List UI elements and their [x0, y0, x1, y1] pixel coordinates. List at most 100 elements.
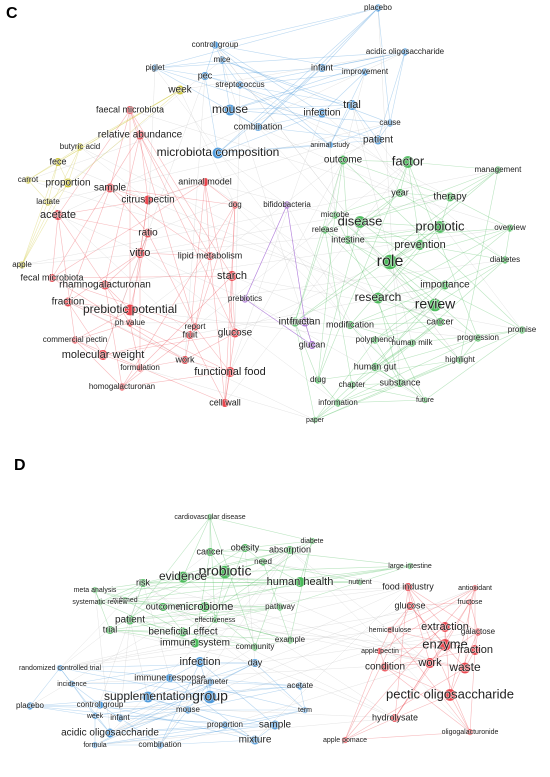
node: [370, 362, 380, 372]
edge: [244, 204, 288, 300]
node: [386, 626, 394, 634]
node-label: antioxidant: [458, 585, 492, 592]
node-label: sample: [94, 183, 127, 194]
node: [124, 304, 136, 316]
node: [211, 616, 219, 624]
edge: [142, 582, 306, 711]
edge: [21, 182, 69, 266]
edge: [94, 696, 211, 717]
edge: [504, 227, 511, 261]
edge: [377, 297, 401, 384]
edge: [347, 239, 421, 246]
edge: [209, 681, 301, 687]
node: [301, 706, 309, 714]
edge: [349, 324, 413, 344]
edge: [79, 146, 149, 201]
edge: [51, 277, 186, 361]
node-label: fece: [49, 156, 66, 166]
edge: [209, 255, 226, 404]
edge: [57, 109, 131, 216]
edge: [79, 89, 181, 148]
node: [250, 658, 260, 668]
edge: [342, 159, 409, 163]
edge: [124, 582, 144, 601]
edge: [94, 589, 126, 601]
edge: [142, 581, 361, 584]
edge: [289, 549, 431, 664]
edge: [449, 196, 511, 229]
edge: [147, 232, 196, 328]
edge: [257, 67, 323, 128]
edge: [314, 402, 339, 421]
node: [459, 662, 471, 674]
edge: [329, 71, 366, 146]
node: [98, 350, 108, 360]
node-label: dog: [228, 200, 241, 209]
edge: [67, 301, 104, 356]
edge: [109, 549, 291, 734]
edge: [257, 126, 441, 323]
edge: [224, 724, 256, 741]
edge: [139, 359, 186, 369]
edge: [351, 104, 401, 194]
node: [374, 4, 382, 12]
nodes: [18, 4, 526, 749]
edge: [221, 59, 313, 346]
edge: [104, 252, 141, 286]
edge: [299, 685, 306, 711]
edge: [67, 301, 316, 421]
edge: [379, 644, 446, 652]
edge: [337, 337, 479, 404]
node-label: information: [318, 398, 358, 407]
edge: [27, 109, 231, 181]
edge: [389, 226, 441, 263]
edge: [59, 667, 111, 734]
edge: [459, 169, 499, 361]
node-label: vitro: [130, 247, 151, 259]
labels: relative abundance faecal microbiota sampl…: [11, 2, 537, 750]
node-label: placebo: [364, 3, 393, 12]
node-label: acidic oligosaccharide: [366, 47, 445, 56]
edge: [21, 201, 49, 266]
node-label: fraction: [457, 644, 493, 656]
edge: [147, 662, 256, 698]
edge: [389, 227, 511, 263]
edge: [359, 565, 411, 583]
edge: [59, 642, 196, 669]
edge: [244, 298, 313, 346]
edge: [147, 139, 379, 234]
edge: [159, 681, 211, 746]
node: [185, 330, 195, 340]
node: [138, 578, 148, 588]
edge: [214, 606, 281, 621]
node-label: modification: [326, 319, 374, 329]
edge: [321, 51, 406, 69]
edge: [129, 322, 231, 373]
node: [408, 339, 416, 347]
edge: [217, 67, 323, 154]
node: [331, 211, 339, 219]
node: [380, 662, 390, 672]
node: [165, 673, 175, 683]
edge: [104, 227, 511, 286]
edge: [102, 332, 236, 356]
node-label: formula: [83, 742, 106, 749]
edge: [389, 587, 476, 631]
node: [24, 176, 32, 184]
edge: [344, 667, 466, 741]
node-label: management: [475, 165, 522, 174]
edge: [419, 244, 506, 261]
edge: [121, 204, 236, 388]
node-label: apple: [12, 260, 32, 269]
node-label: paper: [306, 417, 325, 424]
edge: [57, 199, 149, 216]
node-label: fraction: [52, 297, 85, 308]
edge: [59, 599, 126, 669]
node-label: community: [236, 642, 275, 651]
node: [151, 64, 159, 72]
node-label: importance: [420, 280, 470, 291]
edge: [394, 644, 446, 719]
node-label: pathway: [265, 602, 295, 611]
node: [143, 228, 153, 238]
node-label: disease: [338, 213, 383, 228]
